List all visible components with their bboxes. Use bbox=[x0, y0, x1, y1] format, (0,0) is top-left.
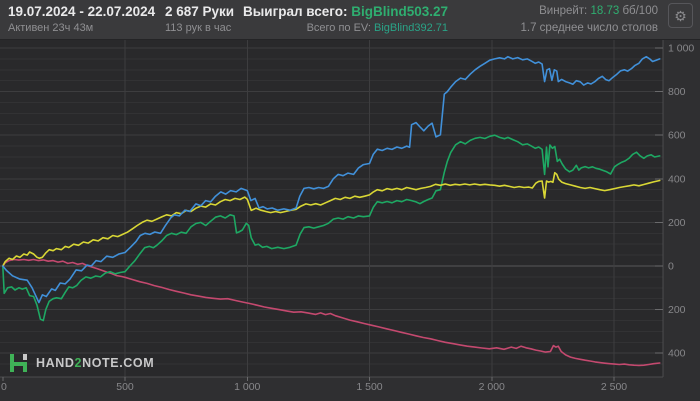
winrate-label: Винрейт: bbox=[539, 5, 588, 17]
winrate-units: бб/100 bbox=[622, 5, 658, 17]
svg-text:600: 600 bbox=[668, 130, 686, 142]
stat-hands: 2 687 Руки 113 рук в час bbox=[165, 3, 234, 36]
ev-total-line: Всего по EV: BigBlind392.71 bbox=[243, 21, 448, 36]
svg-text:400: 400 bbox=[668, 173, 686, 185]
avg-tables: 1.7 среднее число столов bbox=[520, 22, 659, 34]
svg-text:500: 500 bbox=[116, 381, 134, 393]
winrate-line: Винрейт: 18.73 бб/100 bbox=[521, 3, 658, 20]
hand2note-logo-icon bbox=[10, 354, 27, 372]
logo-digit: 2 bbox=[74, 356, 83, 370]
svg-text:400: 400 bbox=[668, 348, 686, 360]
settings-button[interactable]: ⚙ bbox=[668, 3, 693, 28]
won-total-value: BigBlind503.27 bbox=[351, 4, 448, 19]
gear-icon: ⚙ bbox=[674, 7, 687, 24]
winrate-value: 18.73 bbox=[590, 5, 620, 17]
won-total-label: Выиграл всего: bbox=[243, 4, 348, 19]
hand2note-logo[interactable]: HAND2NOTE.COM bbox=[9, 353, 154, 373]
ev-total-value: BigBlind392.71 bbox=[373, 22, 448, 34]
session-graph-panel: 0 500 1 000 1 500 2 000 2 500 1 000 800 600 400 20… bbox=[0, 40, 700, 401]
yellow-line-ev bbox=[1, 171, 661, 267]
green-line-total-won bbox=[1, 134, 661, 322]
active-time: Активен 23ч 43м bbox=[8, 22, 94, 34]
svg-text:0: 0 bbox=[1, 381, 7, 393]
session-stats-header: 19.07.2024 - 22.07.2024 Активен 23ч 43м … bbox=[0, 0, 700, 40]
blue-line-showdown bbox=[1, 55, 661, 304]
svg-text:1 500: 1 500 bbox=[356, 381, 382, 393]
svg-text:1 000: 1 000 bbox=[234, 381, 260, 393]
hands-count: 2 687 Руки bbox=[165, 4, 235, 19]
svg-text:2 500: 2 500 bbox=[601, 381, 627, 393]
svg-text:0: 0 bbox=[668, 261, 674, 273]
hands-per-hour: 113 рук в час bbox=[165, 22, 232, 34]
stat-winrate: Винрейт: 18.73 бб/100 1.7 среднее число … bbox=[521, 3, 659, 37]
logo-prefix: HAND bbox=[36, 356, 75, 370]
stat-winnings: Выиграл всего: BigBlind503.27 Всего по E… bbox=[243, 3, 448, 36]
date-range: 19.07.2024 - 22.07.2024 bbox=[8, 4, 156, 19]
won-total-line: Выиграл всего: BigBlind503.27 bbox=[243, 3, 448, 21]
svg-text:1 000: 1 000 bbox=[668, 43, 694, 55]
svg-text:200: 200 bbox=[668, 217, 686, 229]
logo-suffix: NOTE.COM bbox=[82, 356, 155, 370]
stat-date-range: 19.07.2024 - 22.07.2024 Активен 23ч 43м bbox=[8, 3, 155, 36]
hand2note-logo-text: HAND2NOTE.COM bbox=[36, 356, 154, 370]
svg-text:2 000: 2 000 bbox=[479, 381, 505, 393]
svg-text:200: 200 bbox=[668, 304, 686, 316]
ev-total-label: Всего по EV: bbox=[306, 22, 371, 34]
svg-text:800: 800 bbox=[668, 86, 686, 98]
